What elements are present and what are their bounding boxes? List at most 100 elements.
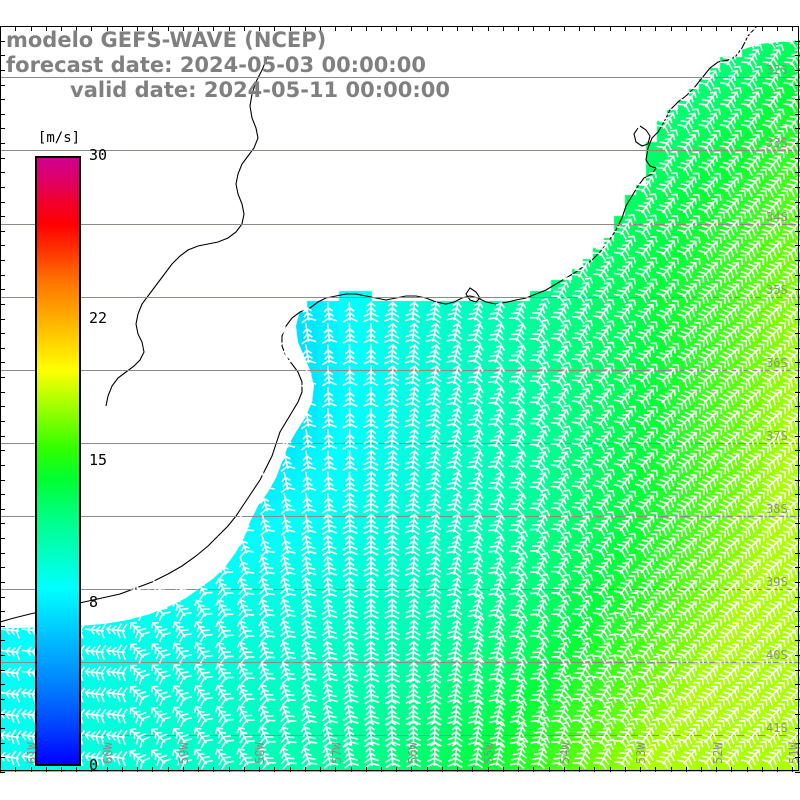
tick-right xyxy=(795,450,800,452)
gridline-lat xyxy=(0,296,800,298)
tick-top xyxy=(487,26,489,31)
tick-bottom xyxy=(106,767,108,772)
tick-bottom xyxy=(792,767,794,772)
tick-bottom xyxy=(579,767,580,772)
tick-top xyxy=(76,26,78,31)
tick-bottom xyxy=(411,767,413,772)
tick-right xyxy=(795,406,800,408)
tick-top xyxy=(396,26,398,31)
tick-right xyxy=(795,435,800,437)
lon-tick-label: 51W xyxy=(786,742,800,764)
tick-left xyxy=(0,362,5,364)
gridline-lat xyxy=(0,662,800,664)
tick-left xyxy=(0,84,5,86)
gridline-lat xyxy=(0,150,800,152)
tick-bottom xyxy=(777,767,779,772)
tick-right xyxy=(795,377,800,379)
tick-left xyxy=(0,611,5,613)
lon-tick-label: 59W xyxy=(177,742,192,764)
tick-left xyxy=(0,669,5,671)
tick-right xyxy=(795,99,800,101)
tick-right xyxy=(795,684,800,686)
gridline-lat xyxy=(0,369,800,371)
tick-left xyxy=(0,464,5,466)
tick-left xyxy=(0,552,5,554)
lon-tick-label: 60W xyxy=(101,742,115,764)
tick-bottom xyxy=(716,767,718,772)
map-canvas xyxy=(0,26,800,772)
tick-bottom xyxy=(350,767,352,772)
tick-bottom xyxy=(61,767,62,772)
tick-left xyxy=(0,625,5,627)
tick-top xyxy=(594,26,596,31)
colorbar-tick-30: 30 xyxy=(89,146,108,164)
tick-bottom xyxy=(167,767,169,772)
tick-bottom xyxy=(152,767,154,772)
tick-left xyxy=(0,508,5,510)
tick-bottom xyxy=(731,767,733,772)
tick-bottom xyxy=(45,767,47,772)
tick-top xyxy=(0,26,1,31)
land-mask xyxy=(0,26,800,628)
tick-right xyxy=(795,260,800,261)
tick-left xyxy=(0,581,5,583)
tick-left xyxy=(0,772,5,773)
tick-top xyxy=(761,26,763,31)
tick-left xyxy=(0,289,5,291)
tick-right xyxy=(795,143,800,144)
tick-bottom xyxy=(655,767,657,772)
colorbar-unit-label: [m/s] xyxy=(37,130,81,146)
tick-left xyxy=(0,99,5,101)
tick-left xyxy=(0,523,5,525)
colorbar-tick-15: 15 xyxy=(89,451,108,469)
tick-bottom xyxy=(701,767,702,772)
tick-right xyxy=(795,655,800,656)
gridline-lat xyxy=(0,589,800,591)
lat-tick-label: 37S xyxy=(766,428,788,443)
tick-top xyxy=(441,26,443,31)
tick-bottom xyxy=(457,767,459,772)
lon-tick-label: 56W xyxy=(405,742,420,764)
tick-right xyxy=(795,538,800,539)
tick-top xyxy=(182,26,184,31)
tick-left xyxy=(0,435,5,437)
tick-right xyxy=(795,581,800,583)
tick-bottom xyxy=(533,767,535,772)
tick-bottom xyxy=(670,767,672,772)
tick-left xyxy=(0,157,5,159)
tick-top xyxy=(243,26,245,31)
tick-bottom xyxy=(761,767,763,772)
tick-left xyxy=(0,728,5,730)
tick-left xyxy=(0,333,5,335)
tick-bottom xyxy=(274,767,276,772)
tick-right xyxy=(795,318,800,320)
tick-bottom xyxy=(685,767,687,772)
tick-right xyxy=(795,625,800,627)
tick-bottom xyxy=(624,767,626,772)
tick-top xyxy=(304,26,306,31)
tick-bottom xyxy=(335,767,337,772)
tick-top xyxy=(563,26,565,31)
tick-top xyxy=(91,26,93,31)
tick-left xyxy=(0,186,5,188)
tick-right xyxy=(795,172,800,174)
tick-left xyxy=(0,347,5,349)
tick-left xyxy=(0,420,5,422)
lat-tick-label: 38S xyxy=(766,502,788,516)
lat-tick-label: 39S xyxy=(766,575,788,590)
tick-right xyxy=(795,596,800,598)
lat-tick-label: 34S xyxy=(766,209,788,224)
tick-right xyxy=(795,245,800,247)
colorbar-tick-0: 0 xyxy=(89,756,99,774)
tick-left xyxy=(0,406,5,408)
tick-bottom xyxy=(502,767,504,772)
tick-left xyxy=(0,201,5,203)
tick-bottom xyxy=(746,767,748,772)
gridline-lat xyxy=(0,735,800,737)
tick-right xyxy=(795,216,800,218)
tick-top xyxy=(381,26,382,31)
tick-left xyxy=(0,494,5,496)
tick-top xyxy=(45,26,47,31)
tick-right xyxy=(795,391,800,393)
